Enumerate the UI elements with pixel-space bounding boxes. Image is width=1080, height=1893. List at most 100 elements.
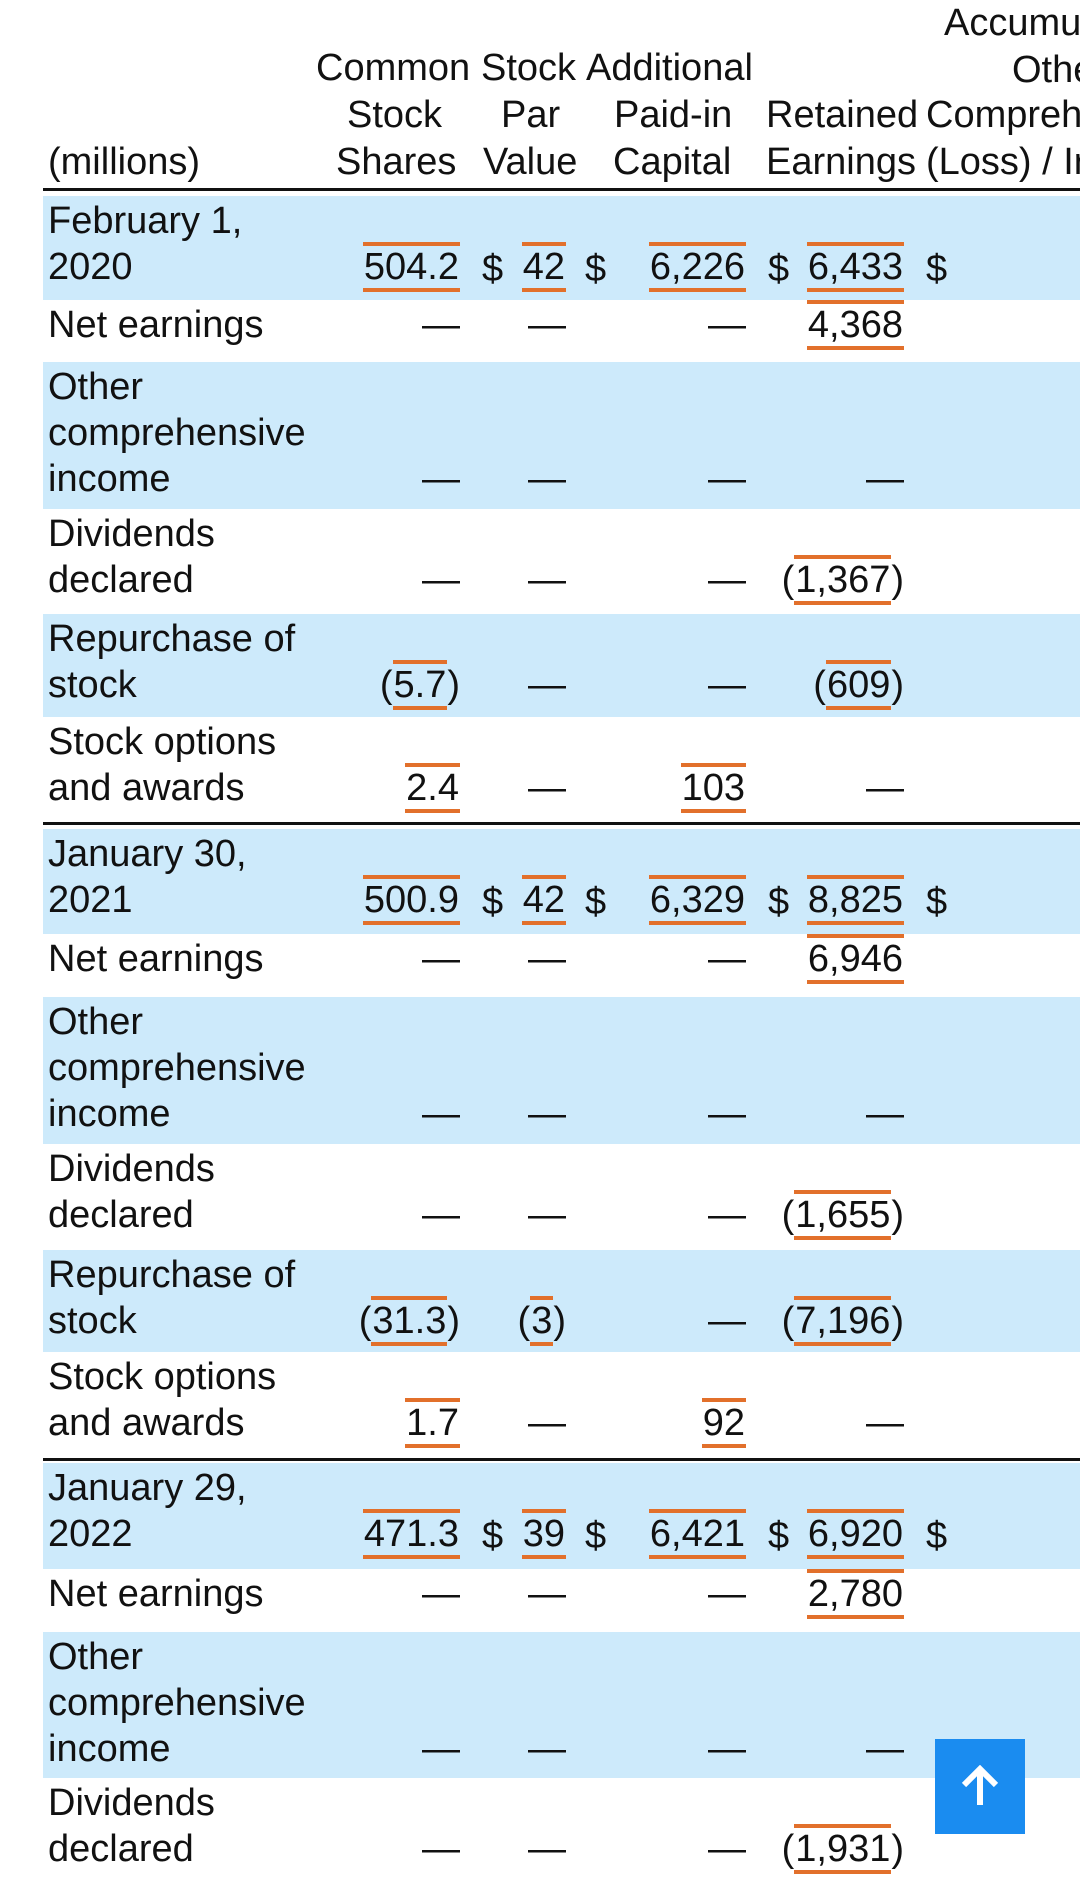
cell-paid-in-capital: 6,226	[648, 242, 746, 292]
cell-paid-in-capital: —	[708, 1573, 746, 1615]
section-divider	[43, 1458, 1080, 1461]
row-label: and awards	[48, 767, 245, 809]
cell-retained-earnings: (1,367)	[782, 555, 904, 605]
row-label: Net earnings	[48, 938, 264, 980]
header-shares-line2: Stock	[347, 94, 443, 136]
cell-retained-earnings: (1,655)	[782, 1190, 904, 1240]
cell-shares: —	[422, 304, 460, 346]
row-band	[43, 1250, 1080, 1352]
header-apic-line2: Paid-in	[614, 94, 733, 136]
row-label: comprehensive	[48, 1682, 306, 1724]
dollar-sign: $	[585, 1515, 607, 1557]
cell-paid-in-capital: —	[708, 1093, 746, 1135]
header-par-line1: Stock	[481, 47, 577, 89]
cell-paid-in-capital: —	[708, 1728, 746, 1770]
cell-retained-earnings: (1,931)	[782, 1824, 904, 1874]
row-label: income	[48, 1093, 171, 1135]
cell-shares: 471.3	[362, 1509, 460, 1559]
cell-shares: 500.9	[362, 875, 460, 925]
cell-shares: —	[422, 1093, 460, 1135]
cell-paid-in-capital: —	[708, 938, 746, 980]
cell-paid-in-capital: —	[708, 664, 746, 706]
header-apic-line3: Capital	[613, 141, 732, 183]
cell-shares: (31.3)	[359, 1296, 460, 1346]
cell-paid-in-capital: 103	[680, 763, 746, 813]
cell-retained-earnings: 4,368	[806, 300, 904, 350]
cell-par-value: —	[528, 1402, 566, 1444]
row-label: January 30,	[48, 833, 247, 875]
header-retained-line1: Retained	[766, 94, 919, 136]
dollar-sign: $	[585, 248, 607, 290]
cell-retained-earnings: 2,780	[806, 1569, 904, 1619]
row-label: 2022	[48, 1513, 133, 1555]
dollar-sign: $	[768, 248, 790, 290]
cell-shares: —	[422, 1728, 460, 1770]
row-label: stock	[48, 1300, 137, 1342]
dollar-sign: $	[482, 1515, 504, 1557]
cell-shares: 2.4	[405, 763, 460, 813]
row-band	[43, 997, 1080, 1144]
row-label: Repurchase of	[48, 1254, 296, 1296]
cell-shares: —	[422, 1573, 460, 1615]
cell-shares: (5.7)	[380, 660, 460, 710]
cell-paid-in-capital: —	[708, 1300, 746, 1342]
cell-retained-earnings: —	[866, 767, 904, 809]
row-label: February 1,	[48, 200, 243, 242]
cell-shares: —	[422, 458, 460, 500]
cell-par-value: —	[528, 938, 566, 980]
row-band	[43, 1463, 1080, 1569]
cell-paid-in-capital: —	[708, 458, 746, 500]
cell-retained-earnings: 6,920	[806, 1509, 904, 1559]
row-label: 2021	[48, 879, 133, 921]
cell-retained-earnings: 6,433	[806, 242, 904, 292]
row-band	[43, 196, 1080, 300]
cell-par-value: —	[528, 559, 566, 601]
cell-shares: —	[422, 559, 460, 601]
row-label: Net earnings	[48, 1573, 264, 1615]
cell-retained-earnings: 6,946	[806, 934, 904, 984]
header-aoci-line4: (Loss) / Ir	[926, 141, 1080, 183]
cell-par-value: —	[528, 1573, 566, 1615]
row-label: Dividends	[48, 1782, 215, 1824]
row-label: Other	[48, 1001, 144, 1043]
dollar-sign: $	[926, 1515, 948, 1557]
cell-paid-in-capital: —	[708, 304, 746, 346]
cell-par-value: —	[528, 664, 566, 706]
row-label: income	[48, 1728, 171, 1770]
cell-par-value: (3)	[518, 1296, 566, 1346]
dollar-sign: $	[768, 1515, 790, 1557]
cell-par-value: —	[528, 458, 566, 500]
row-label: January 29,	[48, 1467, 247, 1509]
cell-paid-in-capital: —	[708, 1828, 746, 1870]
cell-retained-earnings: (7,196)	[782, 1296, 904, 1346]
row-label: declared	[48, 1828, 194, 1870]
cell-retained-earnings: —	[866, 1093, 904, 1135]
header-aoci-line3: Compreh	[926, 94, 1080, 136]
row-label: Net earnings	[48, 304, 264, 346]
row-label: 2020	[48, 246, 133, 288]
header-aoci-line2: Othe	[1012, 49, 1080, 91]
cell-par-value: —	[528, 1194, 566, 1236]
cell-paid-in-capital: —	[708, 1194, 746, 1236]
row-label: Other	[48, 1636, 144, 1678]
cell-par-value: —	[528, 304, 566, 346]
cell-paid-in-capital: —	[708, 559, 746, 601]
cell-retained-earnings: (609)	[813, 660, 904, 710]
row-label: Dividends	[48, 513, 215, 555]
row-label: Other	[48, 366, 144, 408]
row-label: stock	[48, 664, 137, 706]
header-shares-line1: Common	[316, 47, 471, 89]
cell-paid-in-capital: 6,421	[648, 1509, 746, 1559]
row-band	[43, 614, 1080, 717]
cell-par-value: —	[528, 1093, 566, 1135]
row-band	[43, 1632, 1080, 1778]
cell-retained-earnings: —	[866, 458, 904, 500]
section-divider	[43, 188, 1080, 191]
row-band	[43, 362, 1080, 509]
header-apic-line1: Additional	[586, 47, 753, 89]
cell-par-value: 39	[521, 1509, 566, 1559]
header-par-line2: Par	[501, 94, 561, 136]
row-label: comprehensive	[48, 412, 306, 454]
cell-par-value: —	[528, 767, 566, 809]
scroll-to-top-button[interactable]	[935, 1739, 1025, 1834]
